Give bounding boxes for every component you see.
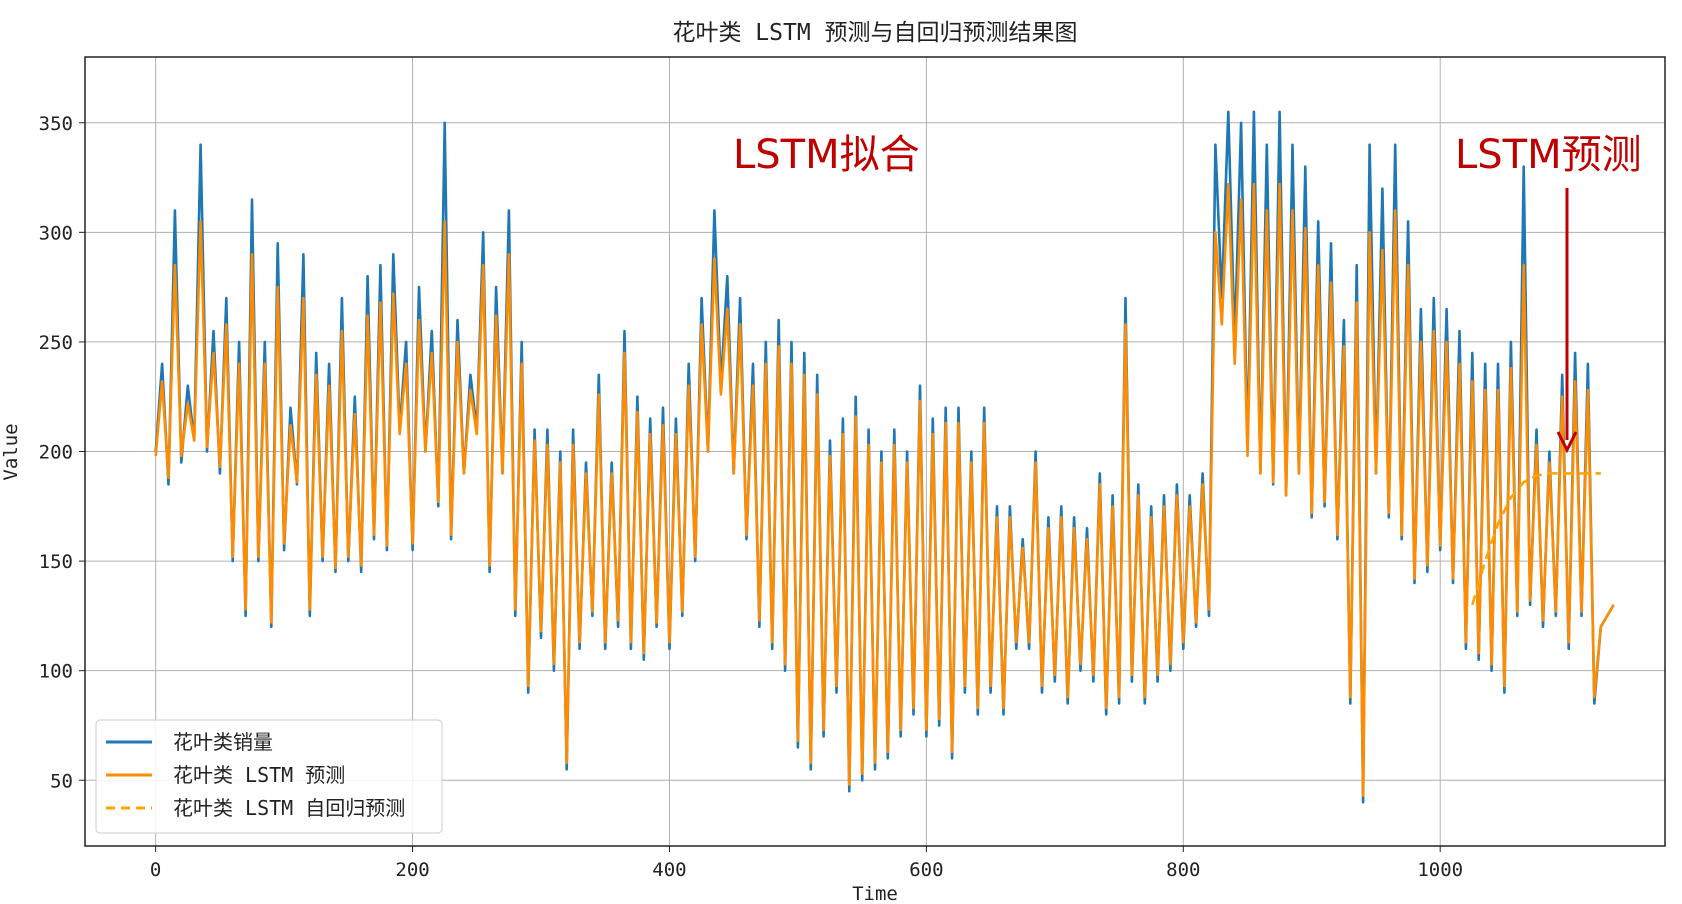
annotation-fit: LSTM拟合 (733, 132, 920, 178)
annotation-fit-text: LSTM拟合 (733, 132, 920, 178)
y-tick-label: 300 (39, 222, 73, 244)
legend: 花叶类销量 花叶类 LSTM 预测 花叶类 LSTM 自回归预测 (95, 719, 443, 834)
plot-series (154, 110, 1615, 804)
y-axis: 50 100 150 200 250 300 350 (39, 113, 85, 792)
annotation-forecast: LSTM预测 (1455, 132, 1642, 454)
legend-label-autoregressive: 花叶类 LSTM 自回归预测 (173, 796, 405, 820)
grid (85, 57, 1665, 846)
x-tick-label: 0 (150, 859, 161, 881)
legend-label-lstm: 花叶类 LSTM 预测 (173, 763, 345, 787)
chart-title: 花叶类 LSTM 预测与自回归预测结果图 (672, 20, 1077, 46)
x-tick-label: 400 (652, 859, 686, 881)
y-tick-label: 200 (39, 442, 73, 464)
y-tick-label: 100 (39, 661, 73, 683)
y-tick-label: 50 (50, 770, 73, 792)
y-axis-label: Value (0, 423, 22, 480)
x-tick-label: 600 (909, 859, 943, 881)
x-tick-label: 200 (395, 859, 429, 881)
legend-label-sales: 花叶类销量 (173, 730, 273, 754)
annotation-arrow-head (1556, 431, 1578, 454)
legend-box (95, 719, 443, 834)
series-lstm-line (154, 182, 1615, 797)
y-tick-label: 250 (39, 332, 73, 354)
annotation-forecast-text: LSTM预测 (1455, 132, 1642, 178)
y-tick-label: 150 (39, 551, 73, 573)
y-tick-label: 350 (39, 113, 73, 135)
series-autoregressive-line (1471, 472, 1601, 606)
x-axis: 0 200 400 600 800 1000 (150, 846, 1463, 881)
x-tick-label: 800 (1166, 859, 1200, 881)
x-axis-label: Time (852, 883, 898, 904)
x-tick-label: 1000 (1417, 859, 1463, 881)
